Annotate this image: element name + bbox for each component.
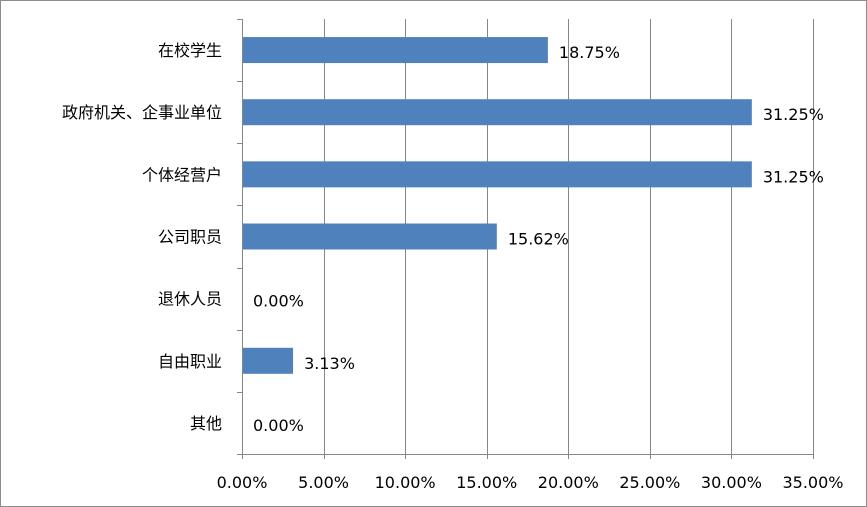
x-tick-label: 0.00% xyxy=(217,473,268,492)
bar xyxy=(243,161,752,188)
data-label: 31.25% xyxy=(763,167,824,186)
category-label: 公司职员 xyxy=(158,228,222,247)
x-tick-label: 5.00% xyxy=(298,473,349,492)
x-tick-label: 35.00% xyxy=(782,473,843,492)
data-label: 3.13% xyxy=(304,354,355,373)
data-label: 31.25% xyxy=(763,105,824,124)
bar xyxy=(243,347,294,374)
bars xyxy=(243,37,752,374)
x-tick-label: 10.00% xyxy=(375,473,436,492)
data-label: 18.75% xyxy=(559,43,620,62)
bar xyxy=(243,223,497,250)
axes xyxy=(237,19,814,459)
category-label: 退休人员 xyxy=(158,290,222,309)
data-label: 0.00% xyxy=(253,416,304,435)
bar xyxy=(243,99,752,126)
x-tick-label: 20.00% xyxy=(538,473,599,492)
category-label: 其他 xyxy=(190,414,222,433)
category-label: 个体经营户 xyxy=(142,165,222,184)
x-tick-label: 25.00% xyxy=(619,473,680,492)
labels: 0.00% 5.00% 10.00% 15.00% 20.00% 25.00% 30.00%… xyxy=(62,41,844,492)
category-label: 自由职业 xyxy=(158,352,222,371)
bar xyxy=(243,37,548,64)
category-label: 政府机关、企事业单位 xyxy=(62,103,222,122)
category-label: 在校学生 xyxy=(158,41,222,60)
data-label: 15.62% xyxy=(508,230,569,249)
x-tick-label: 30.00% xyxy=(701,473,762,492)
data-label: 0.00% xyxy=(253,292,304,311)
x-tick-label: 15.00% xyxy=(456,473,517,492)
